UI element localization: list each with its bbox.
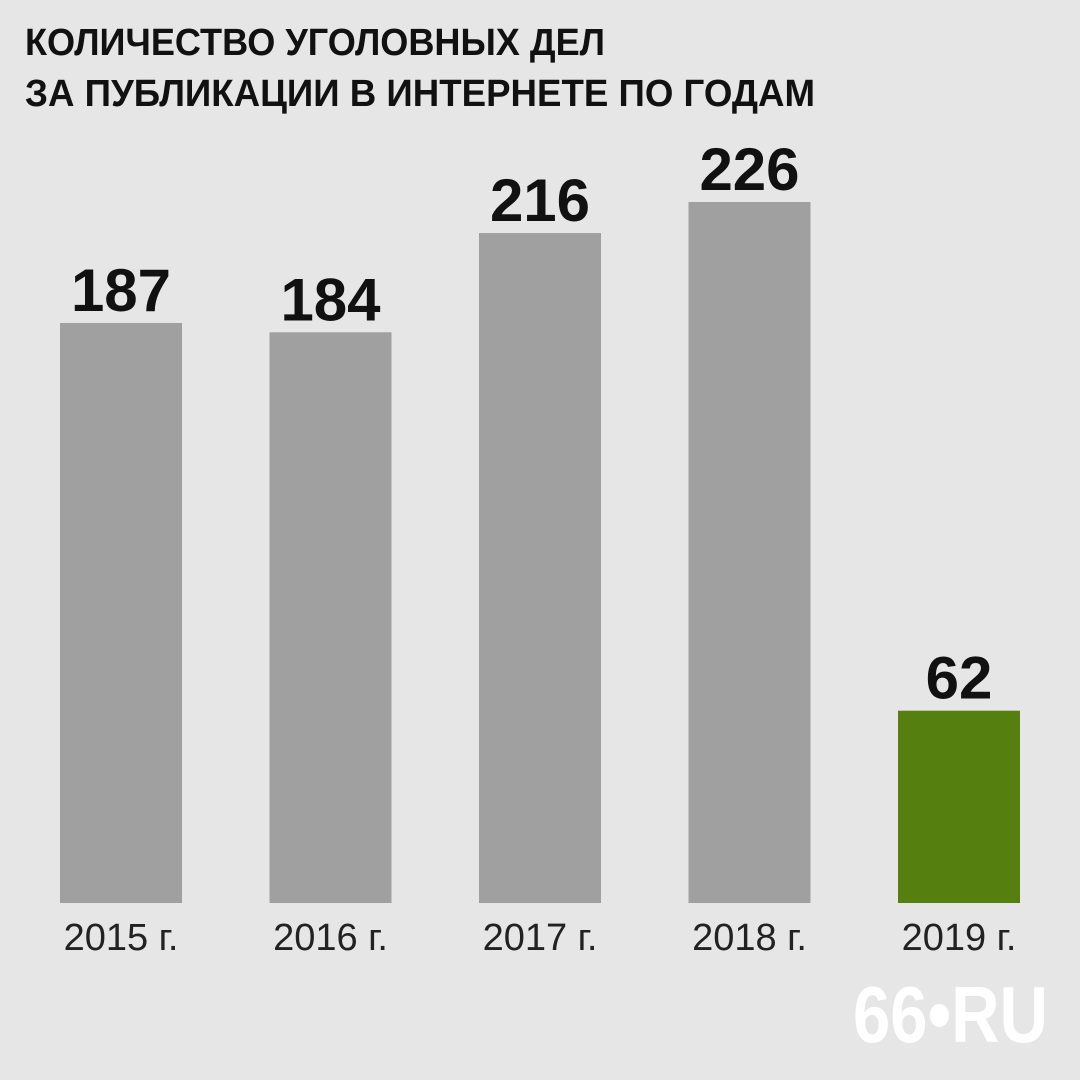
x-tick-label: 2019 г. [902,917,1017,959]
value-label: 226 [699,136,799,203]
x-tick-label: 2015 г. [64,917,179,959]
value-label: 187 [71,257,171,324]
x-tick-label: 2017 г. [483,917,598,959]
x-tick-label: 2018 г. [692,917,807,959]
bar [269,332,392,904]
watermark: 66•RU [853,970,1048,1059]
value-label: 216 [490,167,590,234]
bar [60,322,182,904]
bar [479,233,601,903]
x-tick-label: 2016 г. [273,917,388,959]
bar [688,202,811,903]
chart-title: ЗА ПУБЛИКАЦИИ В ИНТЕРНЕТЕ ПО ГОДАМ [25,73,815,115]
chart-title: КОЛИЧЕСТВО УГОЛОВНЫХ ДЕЛ [25,22,605,64]
bar [898,710,1020,903]
value-label: 184 [280,266,381,333]
value-label: 62 [926,645,993,712]
